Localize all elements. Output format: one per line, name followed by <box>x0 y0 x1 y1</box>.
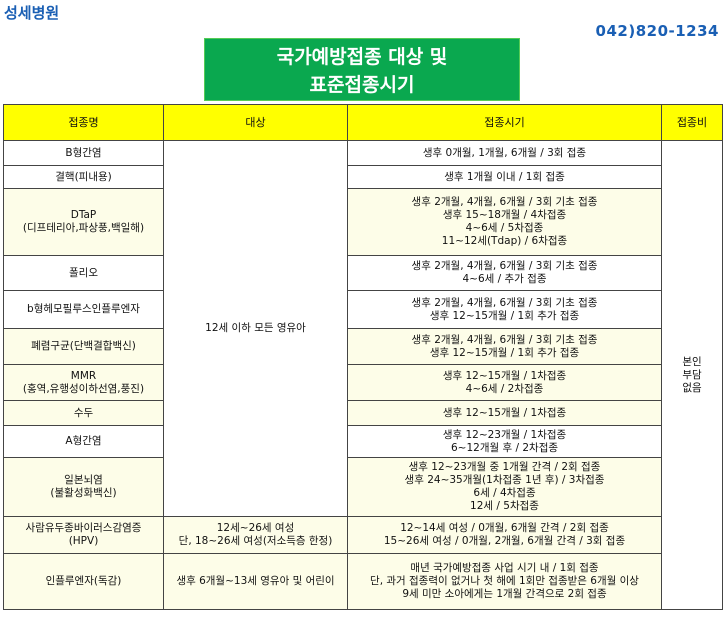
vaccine-name-line: 수두 <box>73 406 94 419</box>
vaccine-name-line: B형간염 <box>65 146 102 159</box>
fee-cell: 본인 부담 없음 <box>661 140 723 610</box>
hospital-name: 성세병원 <box>4 4 60 22</box>
phone-number: 042)820-1234 <box>595 22 719 40</box>
vaccine-name-line: 일본뇌염 <box>64 474 103 486</box>
table-row: 수두 생후 12~15개월 / 1차접종 <box>3 400 723 426</box>
col-header-name: 접종명 <box>3 104 164 141</box>
schedule-cell: 매년 국가예방접종 사업 시기 내 / 1회 접종 단, 과거 접종력이 없거나 … <box>347 553 662 610</box>
vaccine-name-line: (HPV) <box>68 535 99 547</box>
col-header-fee: 접종비 <box>661 104 723 141</box>
schedule-cell-line: 생후 2개월, 4개월, 6개월 / 3회 기초 접종 <box>411 333 598 346</box>
schedule-cell-line: 생후 12~15개월 / 1회 추가 접종 <box>429 309 580 322</box>
page-title: 국가예방접종 대상 및 표준접종시기 <box>204 38 520 101</box>
schedule-cell-line: 11~12세(Tdap) / 6차접종 <box>441 235 568 247</box>
vaccine-name: 폴리오 <box>3 255 164 291</box>
schedule-cell: 생후 12~23개월 중 1개월 간격 / 2회 접종 생후 24~35개월(1차… <box>347 457 662 517</box>
vaccine-name: B형간염 <box>3 140 164 166</box>
schedule-cell-line: 생후 12~15개월 / 1회 추가 접종 <box>429 346 580 359</box>
schedule-cell-line: 9세 미만 소아에게는 1개월 간격으로 2회 접종 <box>402 588 607 600</box>
schedule-cell-line: 4~6세 / 2차접종 <box>465 382 544 395</box>
target-cell: 생후 6개월~13세 영유아 및 어린이 <box>163 553 348 610</box>
target-cell: 12세~26세 여성 단, 18~26세 여성(저소득층 한정) <box>163 516 348 554</box>
schedule-cell: 생후 1개월 이내 / 1회 접종 <box>347 165 662 189</box>
table-row: 일본뇌염 (불활성화백신) 생후 12~23개월 중 1개월 간격 / 2회 접종 생… <box>3 457 723 517</box>
vaccine-name: DTaP (디프테리아,파상풍,백일해) <box>3 188 164 256</box>
target-cell-line: 단, 18~26세 여성(저소득층 한정) <box>178 535 333 547</box>
vaccine-name: 사람유두종바이러스감염증 (HPV) <box>3 516 164 554</box>
vaccine-name-line: A형간염 <box>65 435 102 447</box>
schedule-cell: 생후 2개월, 4개월, 6개월 / 3회 기초 접종 생후 12~15개월 / … <box>347 328 662 365</box>
schedule-cell: 생후 2개월, 4개월, 6개월 / 3회 기초 접종 생후 15~18개월 / … <box>347 188 662 256</box>
schedule-cell-line: 15~26세 여성 / 0개월, 2개월, 6개월 간격 / 3회 접종 <box>383 535 626 547</box>
vaccination-table: 접종명 대상 접종시기 접종비 B형간염 12세 이하 모든 영유아 생후 0개월,… <box>3 104 723 610</box>
vaccine-name: 폐렴구균(단백결합백신) <box>3 328 164 365</box>
schedule-cell: 생후 12~15개월 / 1차접종 <box>347 400 662 426</box>
fee-cell-line: 본인 <box>682 355 702 368</box>
schedule-cell: 생후 0개월, 1개월, 6개월 / 3회 접종 <box>347 140 662 166</box>
schedule-cell-line: 생후 2개월, 4개월, 6개월 / 3회 기초 접종 <box>411 260 598 272</box>
vaccine-name-line: (홍역,유행성이하선염,풍진) <box>22 382 145 395</box>
fee-cell-line: 없음 <box>682 381 702 394</box>
vaccine-name-line: MMR <box>70 369 97 382</box>
schedule-cell: 생후 2개월, 4개월, 6개월 / 3회 기초 접종 4~6세 / 추가 접종 <box>347 255 662 291</box>
target-cell-line: 12세~26세 여성 <box>216 522 295 534</box>
schedule-cell-line: 4~6세 / 추가 접종 <box>462 273 547 285</box>
schedule-cell-line: 생후 12~15개월 / 1차접종 <box>442 406 567 419</box>
table-row: b형헤모필루스인플루엔자 생후 2개월, 4개월, 6개월 / 3회 기초 접종 생… <box>3 290 723 329</box>
vaccine-name-line: 사람유두종바이러스감염증 <box>25 522 142 534</box>
vaccine-name: A형간염 <box>3 425 164 458</box>
schedule-cell: 생후 12~15개월 / 1차접종 4~6세 / 2차접종 <box>347 364 662 401</box>
schedule-cell-line: 12~14세 여성 / 0개월, 6개월 간격 / 2회 접종 <box>400 522 609 534</box>
title-line-1: 국가예방접종 대상 및 <box>276 46 448 68</box>
schedule-cell-line: 생후 1개월 이내 / 1회 접종 <box>444 170 565 183</box>
schedule-cell-line: 생후 12~23개월 / 1차접종 <box>442 428 567 441</box>
vaccine-name: 결핵(피내용) <box>3 165 164 189</box>
vaccine-name: b형헤모필루스인플루엔자 <box>3 290 164 329</box>
table-row: 결핵(피내용) 생후 1개월 이내 / 1회 접종 <box>3 165 723 189</box>
schedule-cell-line: 생후 0개월, 1개월, 6개월 / 3회 접종 <box>422 146 587 159</box>
schedule-cell: 12~14세 여성 / 0개월, 6개월 간격 / 2회 접종 15~26세 여성… <box>347 516 662 554</box>
table-row: 폐렴구균(단백결합백신) 생후 2개월, 4개월, 6개월 / 3회 기초 접종 생… <box>3 328 723 365</box>
vaccine-name-line: 결핵(피내용) <box>55 170 112 183</box>
table-row: B형간염 12세 이하 모든 영유아 생후 0개월, 1개월, 6개월 / 3회 접… <box>3 140 723 610</box>
vaccine-name: 일본뇌염 (불활성화백신) <box>3 457 164 517</box>
schedule-cell-line: 생후 12~23개월 중 1개월 간격 / 2회 접종 <box>408 461 601 473</box>
schedule-cell-line: 단, 과거 접종력이 없거나 첫 해에 1회만 접종받은 6개월 이상 <box>370 575 639 587</box>
vaccine-name: 수두 <box>3 400 164 426</box>
col-header-schedule: 접종시기 <box>347 104 662 141</box>
vaccine-name-line: DTaP <box>70 209 97 221</box>
table-row: 인플루엔자(독감) 생후 6개월~13세 영유아 및 어린이 매년 국가예방접종 사… <box>3 553 723 610</box>
schedule-cell-line: 생후 24~35개월(1차접종 1년 후) / 3차접종 <box>404 474 605 486</box>
schedule-cell-line: 매년 국가예방접종 사업 시기 내 / 1회 접종 <box>410 562 599 574</box>
fee-cell-line: 부담 <box>682 368 702 381</box>
vaccine-name-line: (디프테리아,파상풍,백일해) <box>22 222 145 234</box>
table-row: 사람유두종바이러스감염증 (HPV) 12세~26세 여성 단, 18~26세 여성(… <box>3 516 723 554</box>
schedule-cell: 생후 12~23개월 / 1차접종 6~12개월 후 / 2차접종 <box>347 425 662 458</box>
schedule-cell-line: 생후 2개월, 4개월, 6개월 / 3회 기초 접종 <box>411 296 598 309</box>
table-row: DTaP (디프테리아,파상풍,백일해) 생후 2개월, 4개월, 6개월 / 3회… <box>3 188 723 256</box>
schedule-cell-line: 6세 / 4차접종 <box>473 487 536 499</box>
title-line-2: 표준접종시기 <box>309 74 415 96</box>
vaccine-name: MMR (홍역,유행성이하선염,풍진) <box>3 364 164 401</box>
vaccine-name-line: b형헤모필루스인플루엔자 <box>27 303 140 315</box>
target-cell-line: 생후 6개월~13세 영유아 및 어린이 <box>176 575 335 587</box>
schedule-cell-line: 생후 12~15개월 / 1차접종 <box>442 369 567 382</box>
schedule-cell-line: 생후 2개월, 4개월, 6개월 / 3회 기초 접종 <box>411 196 598 208</box>
vaccine-name-line: 폴리오 <box>69 266 98 279</box>
schedule-cell: 생후 2개월, 4개월, 6개월 / 3회 기초 접종 생후 12~15개월 / … <box>347 290 662 329</box>
vaccine-name-line: 인플루엔자(독감) <box>45 575 122 587</box>
schedule-cell-line: 생후 15~18개월 / 4차접종 <box>442 209 567 221</box>
table-row: A형간염 생후 12~23개월 / 1차접종 6~12개월 후 / 2차접종 <box>3 425 723 458</box>
table-row: MMR (홍역,유행성이하선염,풍진) 생후 12~15개월 / 1차접종 4~6세 … <box>3 364 723 401</box>
col-header-target: 대상 <box>163 104 348 141</box>
schedule-cell-line: 6~12개월 후 / 2차접종 <box>450 441 559 454</box>
schedule-cell-line: 4~6세 / 5차접종 <box>465 222 544 234</box>
schedule-cell-line: 12세 / 5차접종 <box>470 500 539 512</box>
table-row: 폴리오 생후 2개월, 4개월, 6개월 / 3회 기초 접종 4~6세 / 추가 … <box>3 255 723 291</box>
vaccine-name-line: (불활성화백신) <box>50 487 117 499</box>
target-common: 12세 이하 모든 영유아 <box>163 140 348 517</box>
vaccine-name-line: 폐렴구균(단백결합백신) <box>31 340 136 352</box>
vaccine-name: 인플루엔자(독감) <box>3 553 164 610</box>
